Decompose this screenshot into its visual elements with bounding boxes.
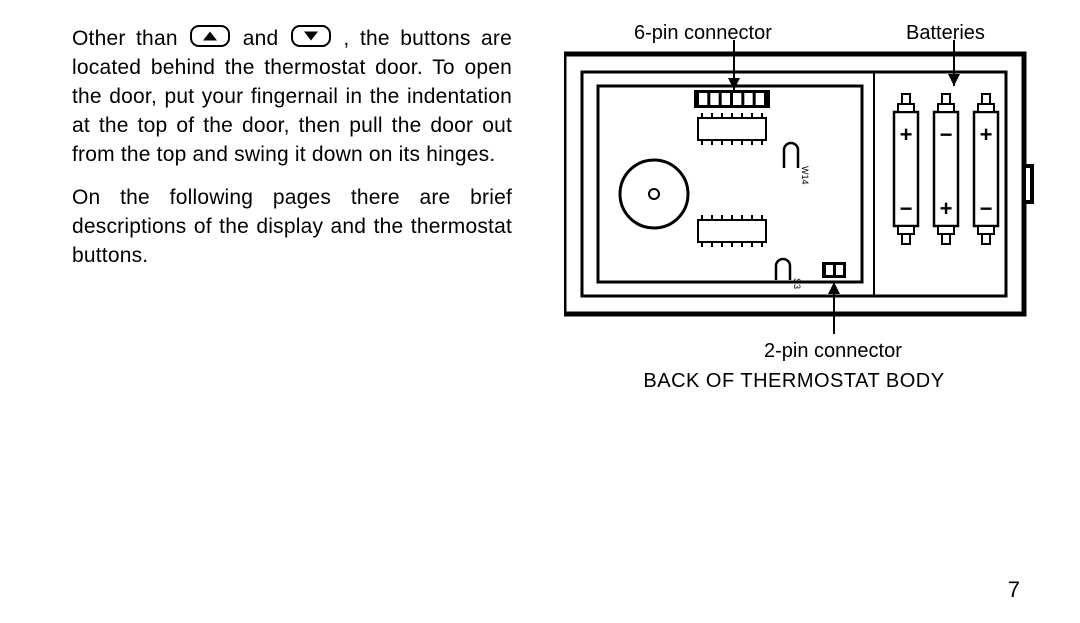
svg-text:−: − <box>980 196 993 221</box>
svg-text:S3: S3 <box>792 278 802 289</box>
svg-text:W14: W14 <box>800 166 810 185</box>
svg-text:+: + <box>980 122 993 147</box>
paragraph-2: On the following pages there are brief d… <box>72 183 512 270</box>
p1b: and <box>243 27 289 50</box>
label-2pin: 2-pin connector <box>764 340 902 363</box>
svg-text:−: − <box>900 196 913 221</box>
page-number: 7 <box>1008 577 1020 603</box>
paragraph-1: Other than and , the buttons are located… <box>72 24 512 169</box>
diagram-caption: BACK OF THERMOSTAT BODY <box>564 370 1024 393</box>
body-text: Other than and , the buttons are located… <box>72 24 512 284</box>
thermostat-diagram: W14 S3 + − − + + − <box>564 24 1044 354</box>
svg-text:+: + <box>900 122 913 147</box>
down-arrow-icon <box>291 25 331 47</box>
svg-text:−: − <box>940 122 953 147</box>
label-6pin: 6-pin connector <box>634 22 772 45</box>
label-batteries: Batteries <box>906 22 985 45</box>
p1a: Other than <box>72 27 188 50</box>
up-arrow-icon <box>190 25 230 47</box>
svg-text:+: + <box>940 196 953 221</box>
diagram-area: 6-pin connector Batteries W14S3+−−++− 2-… <box>564 24 1044 359</box>
